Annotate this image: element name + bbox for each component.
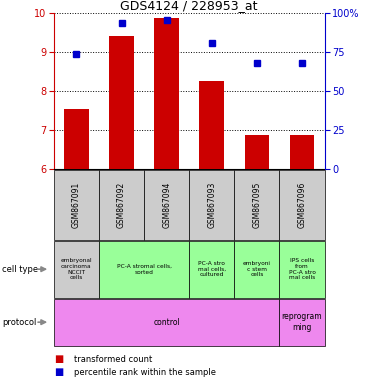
- Bar: [244, 135, 269, 169]
- Bar: [64, 109, 89, 169]
- Text: embryonal
carcinoma
NCCIT
cells: embryonal carcinoma NCCIT cells: [60, 258, 92, 280]
- Text: cell type: cell type: [2, 265, 38, 274]
- Text: GSM867093: GSM867093: [207, 182, 216, 228]
- Text: GSM867092: GSM867092: [117, 182, 126, 228]
- Text: embryoni
c stem
cells: embryoni c stem cells: [243, 261, 271, 278]
- Text: transformed count: transformed count: [74, 354, 152, 364]
- Bar: [199, 81, 224, 169]
- Text: control: control: [153, 318, 180, 327]
- Text: PC-A stromal cells,
sorted: PC-A stromal cells, sorted: [116, 264, 171, 275]
- Text: reprogram
ming: reprogram ming: [282, 313, 322, 332]
- Text: ■: ■: [54, 367, 63, 377]
- Title: GDS4124 / 228953_at: GDS4124 / 228953_at: [121, 0, 258, 12]
- Text: GSM867091: GSM867091: [72, 182, 81, 228]
- Text: GSM867096: GSM867096: [298, 182, 306, 228]
- Text: GSM867094: GSM867094: [162, 182, 171, 228]
- Bar: [290, 135, 315, 169]
- Text: IPS cells
from
PC-A stro
mal cells: IPS cells from PC-A stro mal cells: [289, 258, 315, 280]
- Bar: [154, 18, 179, 169]
- Text: GSM867095: GSM867095: [252, 182, 262, 228]
- Text: percentile rank within the sample: percentile rank within the sample: [74, 368, 216, 377]
- Text: ■: ■: [54, 354, 63, 364]
- Bar: [109, 36, 134, 169]
- Text: protocol: protocol: [2, 318, 36, 327]
- Text: PC-A stro
mal cells,
cultured: PC-A stro mal cells, cultured: [198, 261, 226, 278]
